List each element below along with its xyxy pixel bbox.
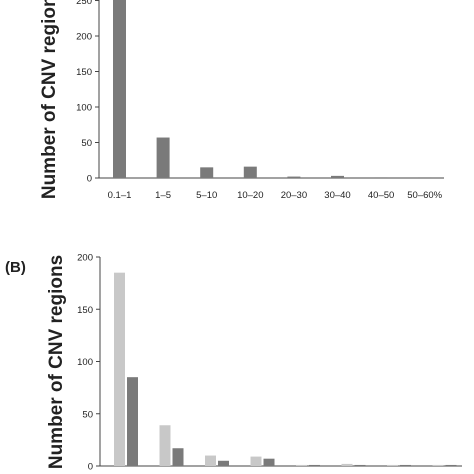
panel-b-bar-1	[159, 425, 171, 466]
panel-b-bar-1	[432, 464, 444, 466]
panel-b-bar-2	[354, 464, 366, 466]
panel-a-y-tick-label: 250	[76, 0, 92, 7]
panel-a-x-tick-label: 5–10	[196, 190, 217, 201]
panel-a-bar-1	[243, 166, 257, 178]
panel-b-bar-1	[205, 455, 216, 466]
panel-b-bar-2	[127, 377, 138, 466]
panel-a-y-tick-label: 200	[76, 32, 92, 43]
panel-a-x-tick-label: 1–5	[155, 190, 171, 201]
panel-b-y-tick-label: 200	[77, 253, 93, 264]
panel-b-bar-2	[309, 464, 320, 466]
panel-b-bar-2	[218, 460, 229, 466]
panel-a-y-tick-label: 0	[87, 174, 92, 185]
panel-a-x-tick-label: 40–50	[368, 190, 394, 201]
panel-a-y-tick-label: 100	[76, 103, 92, 114]
panel-a-bar-1	[331, 175, 344, 178]
panel-a-bar-1	[287, 176, 301, 178]
panel-a-x-tick-label: 20–30	[281, 190, 307, 201]
panel-b-bar-2	[172, 448, 184, 466]
panel-a-bar-1	[200, 167, 214, 178]
panel-b-bar-1	[341, 463, 353, 466]
panel-b-label: (B)	[5, 259, 26, 276]
panel-b-bar-2	[263, 458, 275, 466]
panel-a-bar-1	[113, 0, 126, 178]
panel-b-y-tick-label: 150	[77, 305, 93, 316]
panel-a-y-tick-label: 150	[76, 67, 92, 78]
panel-b-y-axis-label: Number of CNV regions	[46, 255, 67, 469]
panel-a-x-tick-label: 0.1–1	[108, 190, 132, 201]
panel-b-y-tick-label: 0	[88, 462, 93, 473]
chart-panel-b: (B) Number of CNV regions 0 50 100 150 200	[5, 253, 462, 473]
panel-b-y-tick-label: 100	[77, 357, 93, 368]
panel-a-bar-1	[418, 177, 432, 178]
panel-a-y-tick-label: 50	[81, 138, 92, 149]
panel-b-bar-2	[400, 464, 411, 466]
panel-b-y-tick-label: 50	[82, 409, 93, 420]
panel-a-bar-1	[374, 177, 388, 178]
panel-a-x-tick-label: 50–60%	[407, 190, 442, 201]
panel-b-bar-2	[445, 464, 457, 466]
panel-b-bar-1	[114, 272, 125, 466]
chart-panel-a: Number of CNV regions 0 50 100 150 200 250 0.1…	[39, 0, 444, 201]
panel-b-bar-1	[250, 456, 262, 466]
panel-a-bar-1	[156, 137, 170, 178]
panel-a-x-tick-label: 30–40	[324, 190, 350, 201]
panel-a-y-axis-label: Number of CNV regions	[39, 0, 60, 199]
panel-b-bar-1	[296, 464, 307, 466]
panel-a-x-tick-label: 10–20	[237, 190, 263, 201]
panel-b-bar-1	[387, 464, 398, 466]
